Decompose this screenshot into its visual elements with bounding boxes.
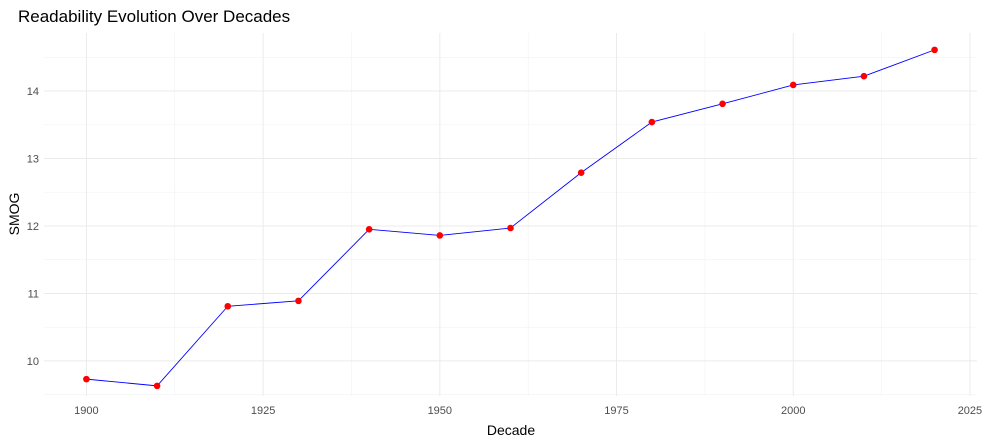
data-point bbox=[931, 46, 938, 54]
x-tick-label: 2000 bbox=[781, 405, 805, 417]
major-gridlines bbox=[44, 33, 977, 396]
data-point bbox=[436, 232, 444, 239]
data-points bbox=[83, 46, 938, 390]
x-axis-title: Decade bbox=[487, 422, 535, 438]
data-point bbox=[224, 302, 232, 310]
y-tick-label: 12 bbox=[27, 221, 39, 233]
y-tick-label: 11 bbox=[28, 288, 39, 300]
x-tick-label: 1975 bbox=[604, 405, 628, 417]
chart-title: Readability Evolution Over Decades bbox=[18, 7, 290, 26]
series-line bbox=[86, 49, 935, 387]
data-point bbox=[365, 226, 373, 233]
data-point bbox=[507, 224, 514, 232]
x-tick-label: 2025 bbox=[958, 405, 982, 417]
y-axis-ticks: 10 11 12 13 14 bbox=[27, 86, 39, 368]
data-point bbox=[860, 72, 868, 80]
x-tick-label: 1950 bbox=[428, 405, 452, 417]
data-point bbox=[83, 375, 90, 383]
x-tick-label: 1925 bbox=[251, 405, 275, 417]
data-point bbox=[295, 297, 302, 305]
data-point bbox=[789, 81, 797, 89]
data-point bbox=[648, 118, 656, 126]
y-tick-label: 14 bbox=[27, 86, 39, 98]
minor-gridlines bbox=[44, 33, 977, 396]
data-point bbox=[719, 100, 726, 108]
y-axis-title: SMOG bbox=[6, 193, 22, 236]
series-layer bbox=[86, 49, 935, 387]
x-tick-label: 1900 bbox=[74, 405, 98, 417]
x-axis-ticks: 1900 1925 1950 1975 2000 2025 bbox=[74, 405, 982, 417]
data-point bbox=[577, 169, 585, 176]
data-point bbox=[153, 382, 161, 390]
y-tick-label: 10 bbox=[27, 356, 39, 368]
y-tick-label: 13 bbox=[27, 153, 39, 165]
